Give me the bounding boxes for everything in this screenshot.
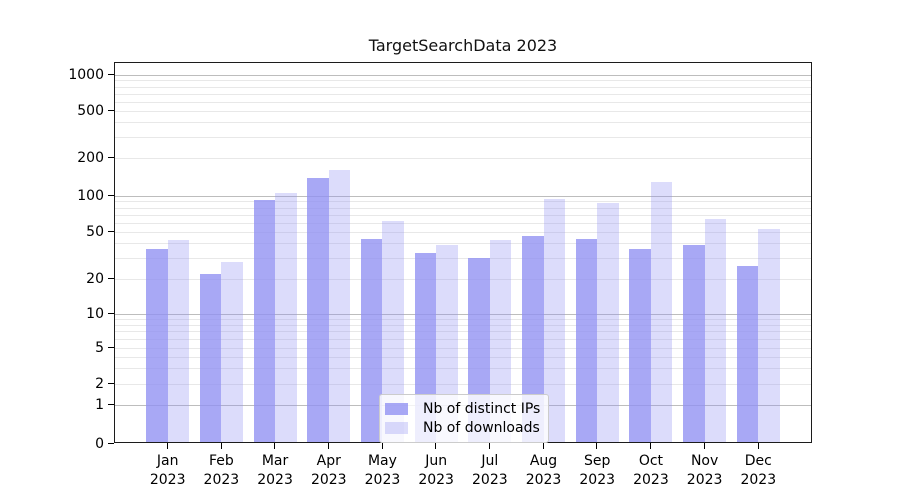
x-tick-label-year: 2023 xyxy=(675,471,735,490)
y-tick-mark xyxy=(108,110,114,111)
x-tick-mark xyxy=(489,443,490,449)
x-tick-label-year: 2023 xyxy=(191,471,251,490)
y-tick-label: 100 xyxy=(0,188,104,204)
x-tick-label-year: 2023 xyxy=(138,471,198,490)
legend-label-downloads: Nb of downloads xyxy=(423,420,540,436)
y-tick-label: 50 xyxy=(0,224,104,240)
legend-label-distinct-ips: Nb of distinct IPs xyxy=(423,401,540,417)
x-tick-label: May2023 xyxy=(352,452,412,490)
y-tick-label: 2 xyxy=(0,376,104,392)
y-tick-label: 0 xyxy=(0,436,104,452)
x-tick-label-year: 2023 xyxy=(245,471,305,490)
x-tick-label: Sep2023 xyxy=(567,452,627,490)
y-tick-mark xyxy=(108,404,114,405)
y-tick-mark xyxy=(108,383,114,384)
y-tick-label: 5 xyxy=(0,340,104,356)
x-tick-mark xyxy=(328,443,329,449)
legend-swatch-downloads xyxy=(385,422,408,434)
x-tick-label: Mar2023 xyxy=(245,452,305,490)
x-tick-label-year: 2023 xyxy=(621,471,681,490)
legend-item-downloads: Nb of downloads xyxy=(385,418,540,437)
y-tick-label: 1 xyxy=(0,397,104,413)
x-tick-label-year: 2023 xyxy=(299,471,359,490)
x-tick-label-year: 2023 xyxy=(352,471,412,490)
x-tick-mark xyxy=(758,443,759,449)
y-tick-mark xyxy=(108,74,114,75)
x-tick-mark xyxy=(167,443,168,449)
chart-title: TargetSearchData 2023 xyxy=(114,36,812,55)
x-tick-label: Jun2023 xyxy=(406,452,466,490)
x-tick-mark xyxy=(704,443,705,449)
x-tick-label: Apr2023 xyxy=(299,452,359,490)
x-tick-label: Jul2023 xyxy=(460,452,520,490)
x-tick-mark xyxy=(221,443,222,449)
x-tick-label-year: 2023 xyxy=(460,471,520,490)
y-tick-label: 10 xyxy=(0,306,104,322)
y-tick-label: 1000 xyxy=(0,67,104,83)
y-tick-mark xyxy=(108,347,114,348)
figure-canvas: TargetSearchData 2023 0 1 2 5 10 20 50 100 200 50… xyxy=(0,0,900,500)
y-tick-mark xyxy=(108,157,114,158)
y-tick-mark xyxy=(108,278,114,279)
x-tick-label: Aug2023 xyxy=(514,452,574,490)
y-tick-mark xyxy=(108,313,114,314)
x-tick-label: Dec2023 xyxy=(728,452,788,490)
y-tick-label: 20 xyxy=(0,271,104,287)
legend-item-distinct-ips: Nb of distinct IPs xyxy=(385,399,540,418)
y-tick-mark xyxy=(108,443,114,444)
x-tick-label: Jan2023 xyxy=(138,452,198,490)
y-tick-mark xyxy=(108,195,114,196)
x-tick-label: Feb2023 xyxy=(191,452,251,490)
x-tick-label-year: 2023 xyxy=(406,471,466,490)
x-tick-mark xyxy=(435,443,436,449)
legend-swatch-distinct-ips xyxy=(385,403,408,415)
x-tick-mark xyxy=(274,443,275,449)
x-tick-mark xyxy=(543,443,544,449)
x-tick-mark xyxy=(650,443,651,449)
x-tick-label-year: 2023 xyxy=(728,471,788,490)
y-tick-label: 500 xyxy=(0,103,104,119)
x-tick-mark xyxy=(382,443,383,449)
x-tick-label: Oct2023 xyxy=(621,452,681,490)
x-tick-label-year: 2023 xyxy=(514,471,574,490)
x-tick-label-year: 2023 xyxy=(567,471,627,490)
x-tick-mark xyxy=(596,443,597,449)
legend: Nb of distinct IPs Nb of downloads xyxy=(379,394,549,443)
y-tick-label: 200 xyxy=(0,150,104,166)
x-tick-label: Nov2023 xyxy=(675,452,735,490)
y-tick-mark xyxy=(108,231,114,232)
plot-area-frame xyxy=(114,62,812,443)
